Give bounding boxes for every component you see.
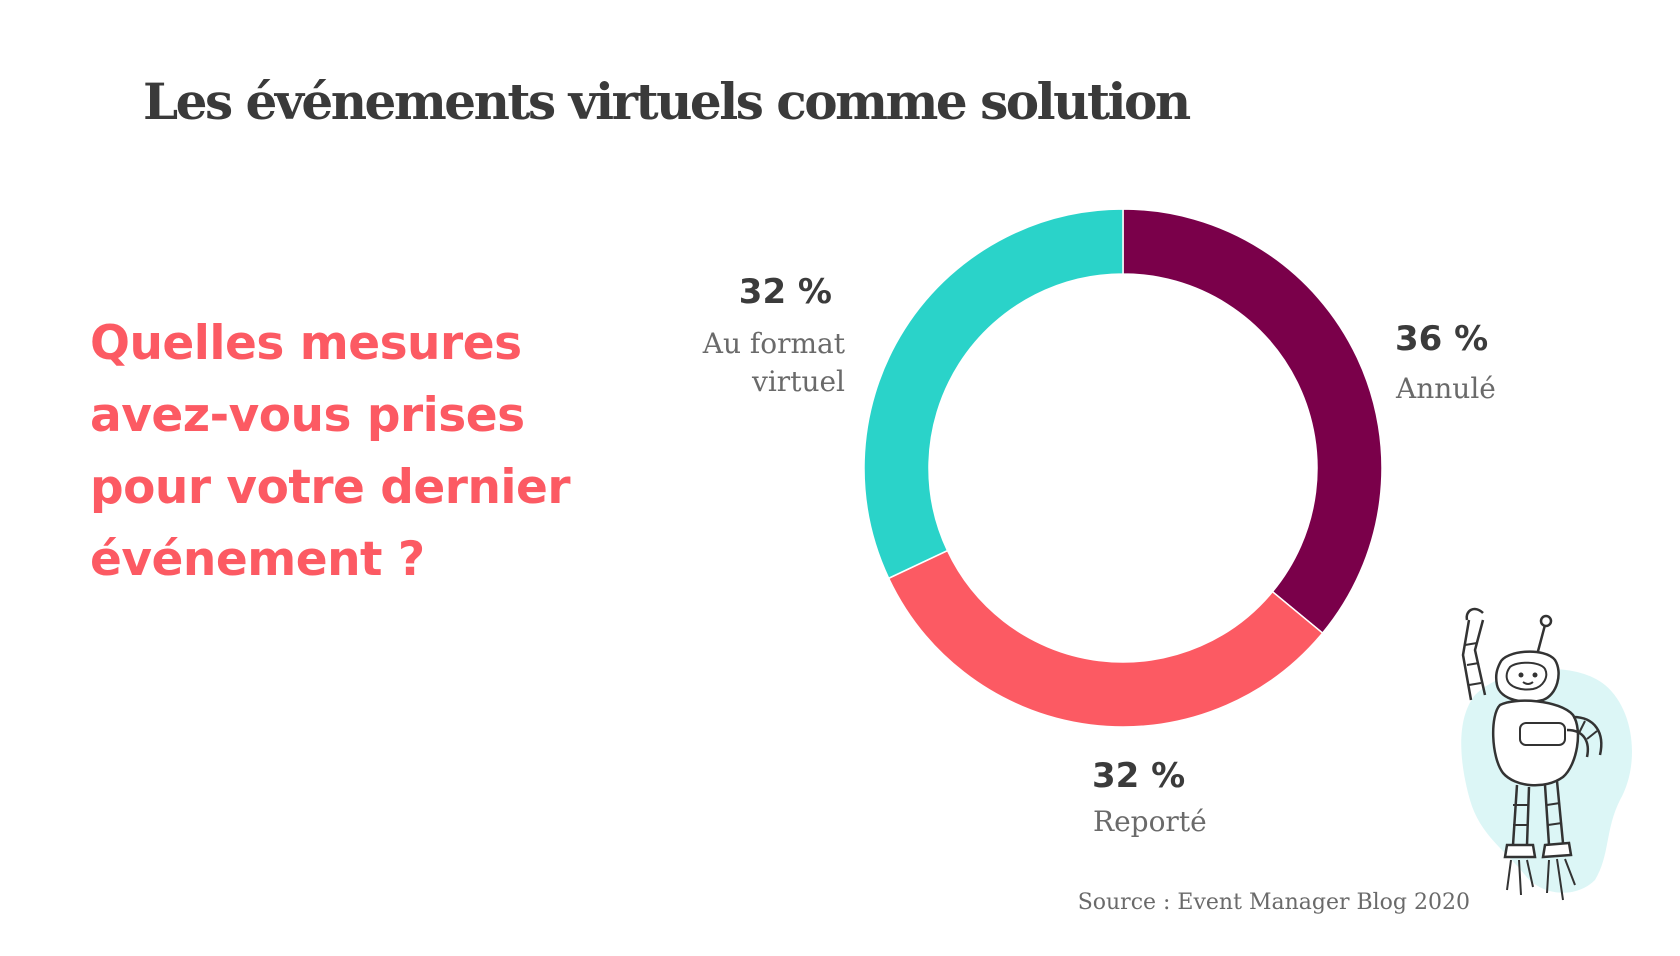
- slice-value-reporte: 32 %: [1092, 756, 1185, 796]
- source-note: Source : Event Manager Blog 2020: [1078, 890, 1470, 915]
- slice-label-annule: Annulé: [1395, 372, 1496, 405]
- robot-astronaut-illustration-icon: [1445, 605, 1645, 905]
- slice-label-reporte: Reporté: [1093, 805, 1207, 838]
- donut-slice-2: [864, 209, 1123, 578]
- donut-slice-0: [1123, 209, 1382, 633]
- slice-value-virtuel: 32 %: [739, 272, 832, 312]
- slice-value-annule: 36 %: [1395, 319, 1488, 359]
- slice-label-virtuel-line1: Au format: [702, 327, 846, 360]
- donut-slice-1: [889, 551, 1323, 727]
- slice-label-virtuel-line2: virtuel: [751, 365, 845, 398]
- donut-slices: [864, 209, 1382, 727]
